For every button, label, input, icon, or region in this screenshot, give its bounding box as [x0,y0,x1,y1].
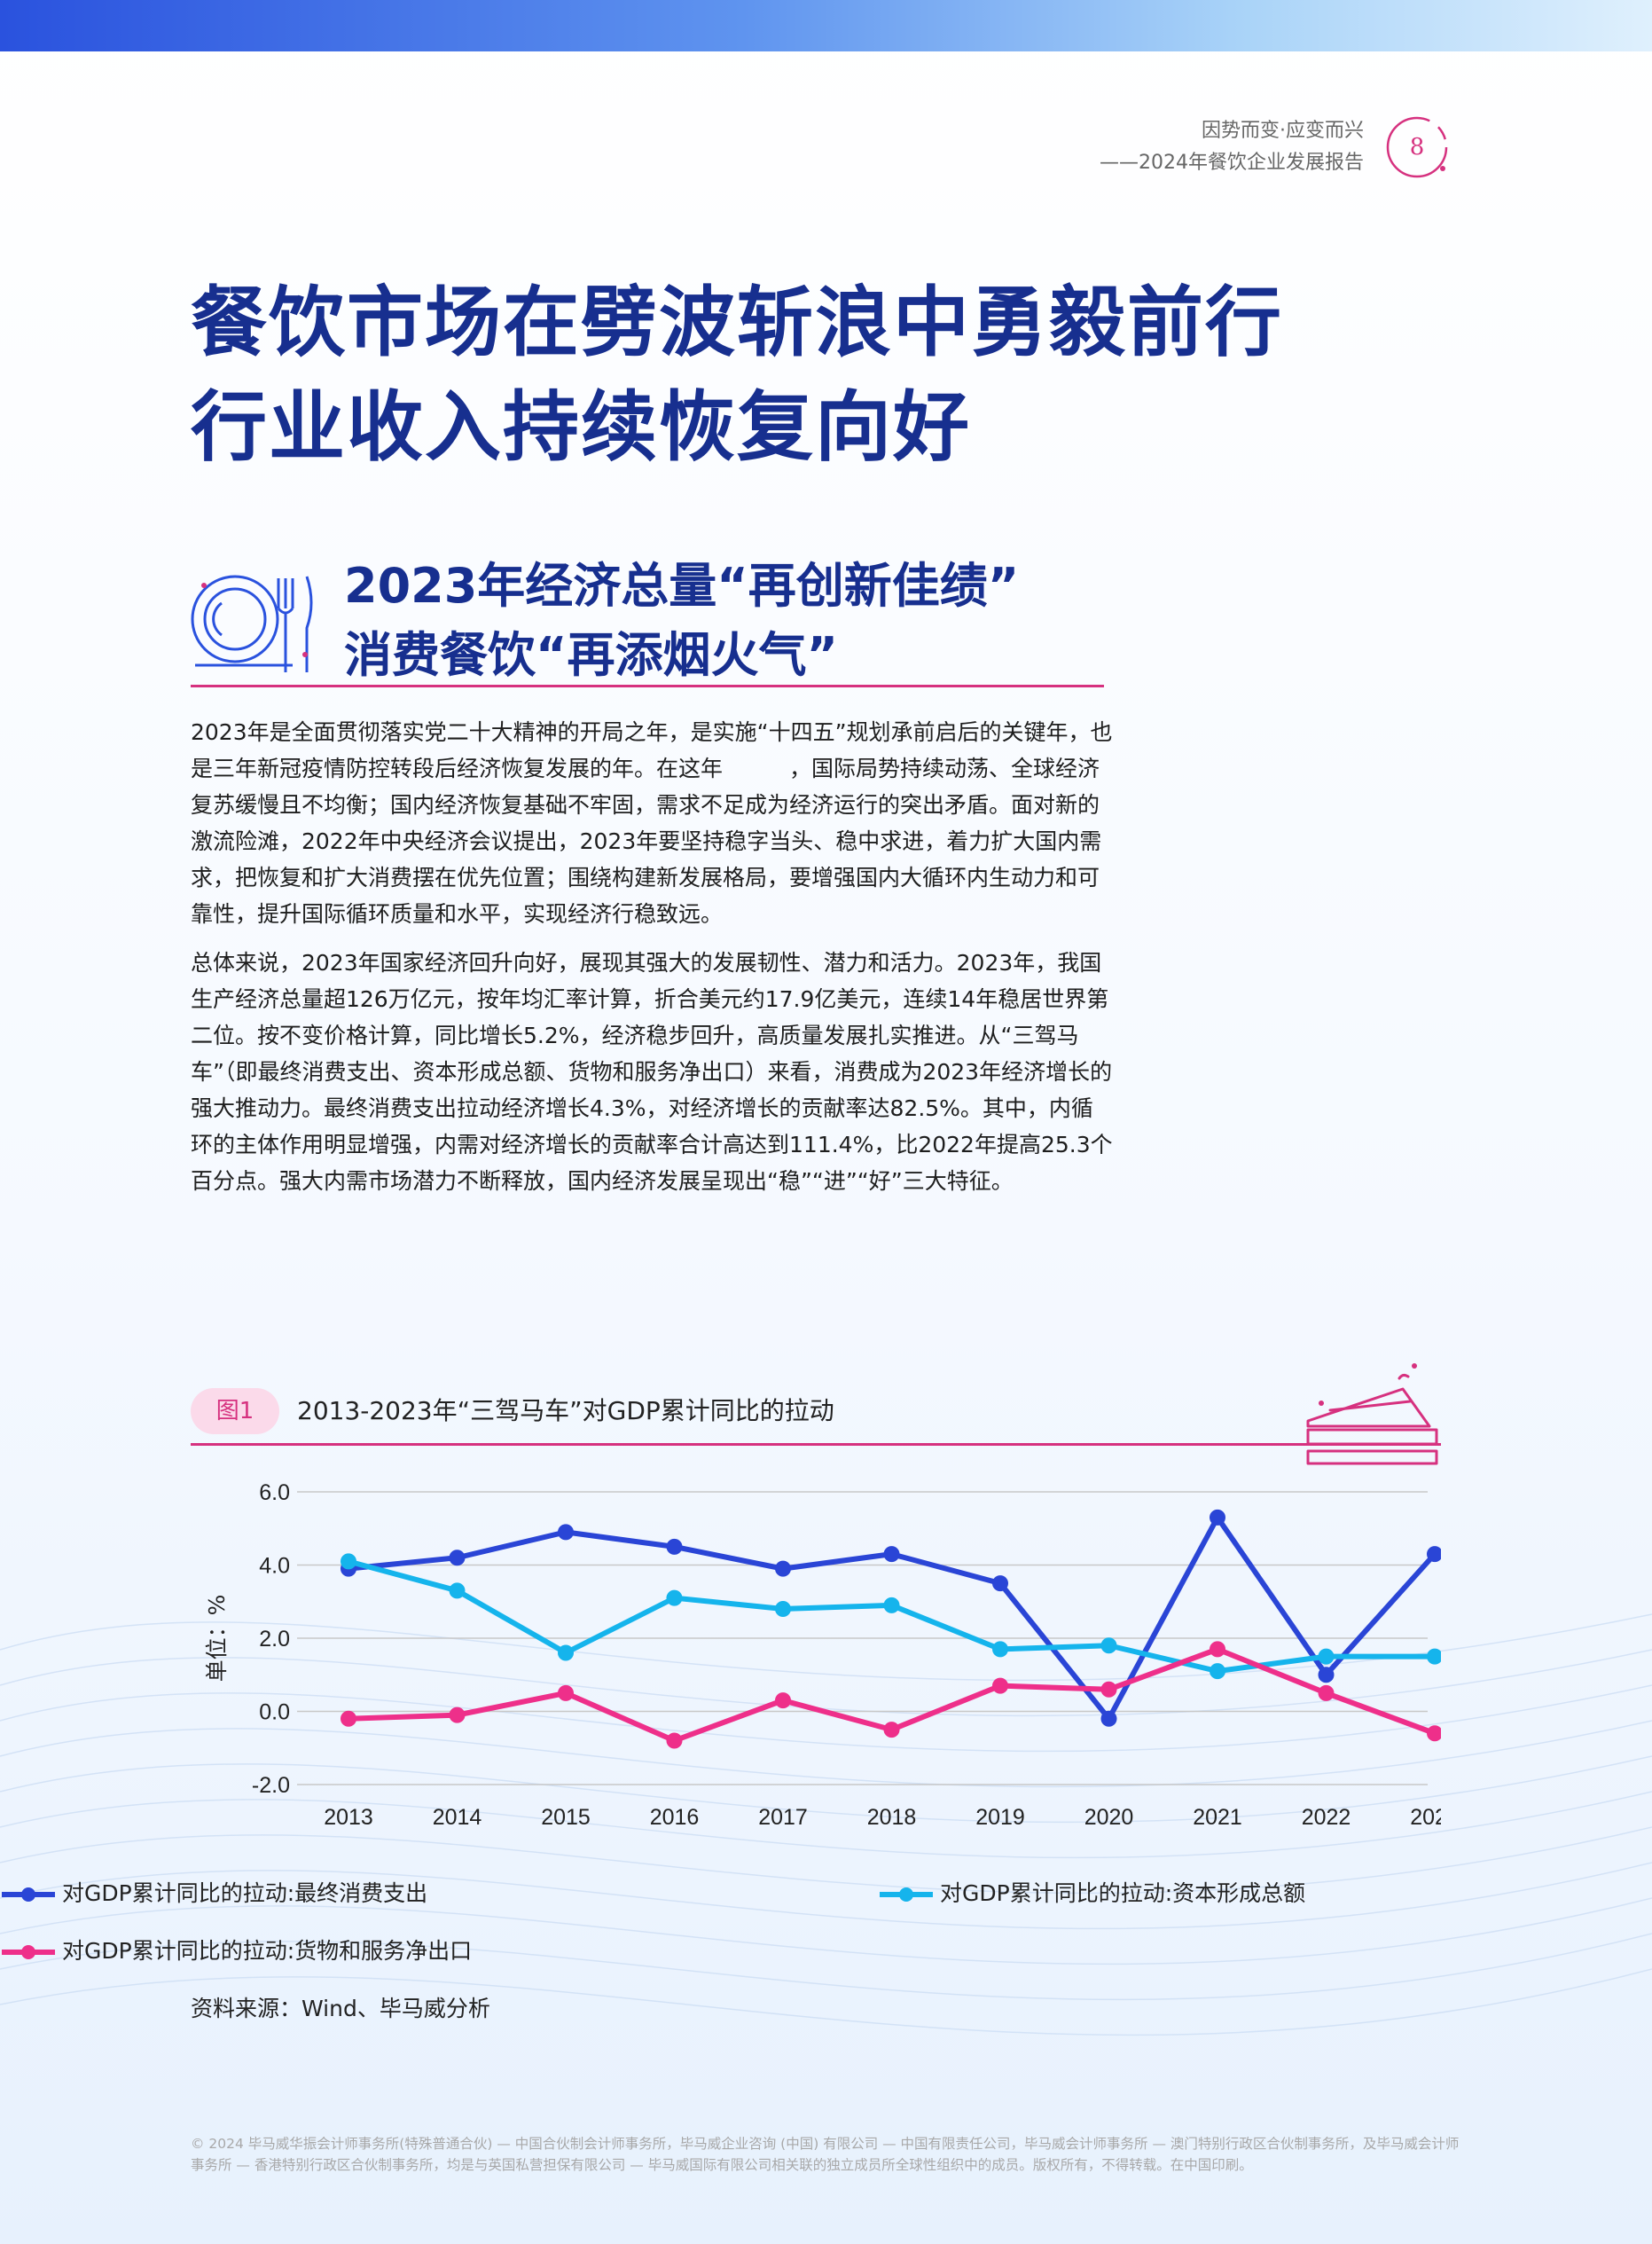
y-tick-label: 2.0 [259,1627,290,1652]
data-point [1100,1637,1117,1654]
data-point [775,1601,791,1617]
x-tick-label: 2013 [324,1805,373,1830]
data-point [992,1641,1008,1658]
data-point [666,1538,683,1555]
top-gradient-bar [0,0,1652,51]
data-point [883,1546,900,1563]
background-waves [0,1613,1652,2036]
data-point [666,1732,683,1749]
y-tick-label: 6.0 [259,1480,290,1505]
data-point [1427,1546,1441,1563]
figure-divider [191,1443,1441,1446]
figure-label: 图1 [191,1388,279,1434]
legend-swatch-capital [880,1887,933,1902]
data-point [992,1677,1008,1694]
x-tick-label: 2014 [433,1805,482,1830]
legend-item-capital: 对GDP累计同比的拉动:资本形成总额 [878,1876,1305,1908]
section-title: 2023年经济总量“再创新佳绩” 消费餐饮“再添烟火气” [344,552,1019,690]
data-point [1100,1681,1117,1698]
legend-item-consumption: 对GDP累计同比的拉动:最终消费支出 [0,1876,427,1908]
data-point [449,1550,466,1566]
report-header-line1: 因势而变·应变而兴 [1202,120,1364,142]
section-title-line1: 2023年经济总量“再创新佳绩” [344,558,1020,614]
data-point [449,1707,466,1723]
source-note: 资料来源：Wind、毕马威分析 [191,1996,490,2021]
data-point [1100,1710,1117,1727]
legend-swatch-net-export [2,1945,55,1959]
data-point [1427,1725,1441,1742]
data-point [883,1722,900,1738]
data-point [341,1710,356,1727]
page-title-line1: 餐饮市场在劈波斩浪中勇毅前行 [191,279,1283,367]
data-point [666,1589,683,1606]
data-point [1210,1509,1225,1526]
page-number-circle-icon [1386,116,1448,178]
data-point [883,1597,900,1613]
page-title-line2: 行业收入持续恢复向好 [191,383,971,472]
legend-label-capital: 对GDP累计同比的拉动:资本形成总额 [940,1880,1306,1906]
data-point [1318,1648,1335,1665]
x-tick-label: 2017 [758,1805,808,1830]
y-tick-label: 4.0 [259,1554,290,1579]
y-tick-label: -2.0 [252,1773,290,1798]
line-chart: 6.0 4.0 2.0 0.0 -2.0 2013 2014 2015 2016 2017 2018… [204,1480,1441,1830]
page-title: 餐饮市场在劈波斩浪中勇毅前行 行业收入持续恢复向好 [191,271,1283,480]
data-point [341,1553,356,1570]
x-tick-label: 2019 [975,1805,1025,1830]
body-text: 2023年是全面贯彻落实党二十大精神的开局之年，是实施“十四五”规划承前启后的关… [191,714,1113,1212]
data-point [1318,1667,1335,1683]
data-point [1427,1648,1441,1665]
report-header: 因势而变·应变而兴 ——2024年餐饮企业发展报告 [1100,115,1364,179]
y-tick-label: 0.0 [259,1700,290,1725]
y-axis-label: 单位：% [204,1595,230,1683]
report-header-line2: ——2024年餐饮企业发展报告 [1100,152,1364,174]
data-point [775,1560,791,1577]
x-tick-label: 2016 [650,1805,700,1830]
x-tick-label: 2020 [1084,1805,1134,1830]
data-point [558,1684,574,1701]
x-tick-label: 2021 [1193,1805,1242,1830]
plate-cutlery-icon [191,575,313,672]
paragraph-2: 总体来说，2023年国家经济回升向好，展现其强大的发展韧性、潜力和活力。2023… [191,950,1113,1194]
page-number: 8 [1409,134,1425,161]
legend-item-net-export: 对GDP累计同比的拉动:货物和服务净出口 [0,1934,472,1965]
cake-slice-icon [1306,1363,1438,1465]
data-point [1318,1684,1335,1701]
data-point [1210,1663,1225,1680]
data-point [449,1582,466,1599]
data-point [558,1644,574,1661]
figure-title: 2013-2023年“三驾马车”对GDP累计同比的拉动 [297,1396,834,1425]
copyright-footer: © 2024 毕马威华振会计师事务所(特殊普通合伙) — 中国合伙制会计师事务所… [191,2136,1460,2173]
x-tick-label: 2018 [867,1805,917,1830]
series-line-1 [348,1558,1435,1675]
data-point [1210,1641,1225,1658]
x-tick-label: 2023 [1410,1805,1441,1830]
section-divider [191,685,1104,687]
paragraph-1: 2023年是全面贯彻落实党二十大精神的开局之年，是实施“十四五”规划承前启后的关… [191,719,1113,927]
legend-label-consumption: 对GDP累计同比的拉动:最终消费支出 [62,1880,428,1906]
x-tick-label: 2022 [1302,1805,1351,1830]
data-point [992,1575,1008,1592]
data-point [558,1524,574,1541]
legend-swatch-consumption [2,1887,55,1902]
section-title-line2: 消费餐饮“再添烟火气” [344,627,838,683]
figure-header: 图1 2013-2023年“三驾马车”对GDP累计同比的拉动 [191,1388,1441,1446]
legend-label-net-export: 对GDP累计同比的拉动:货物和服务净出口 [62,1938,473,1964]
data-point [775,1692,791,1709]
x-tick-label: 2015 [541,1805,591,1830]
